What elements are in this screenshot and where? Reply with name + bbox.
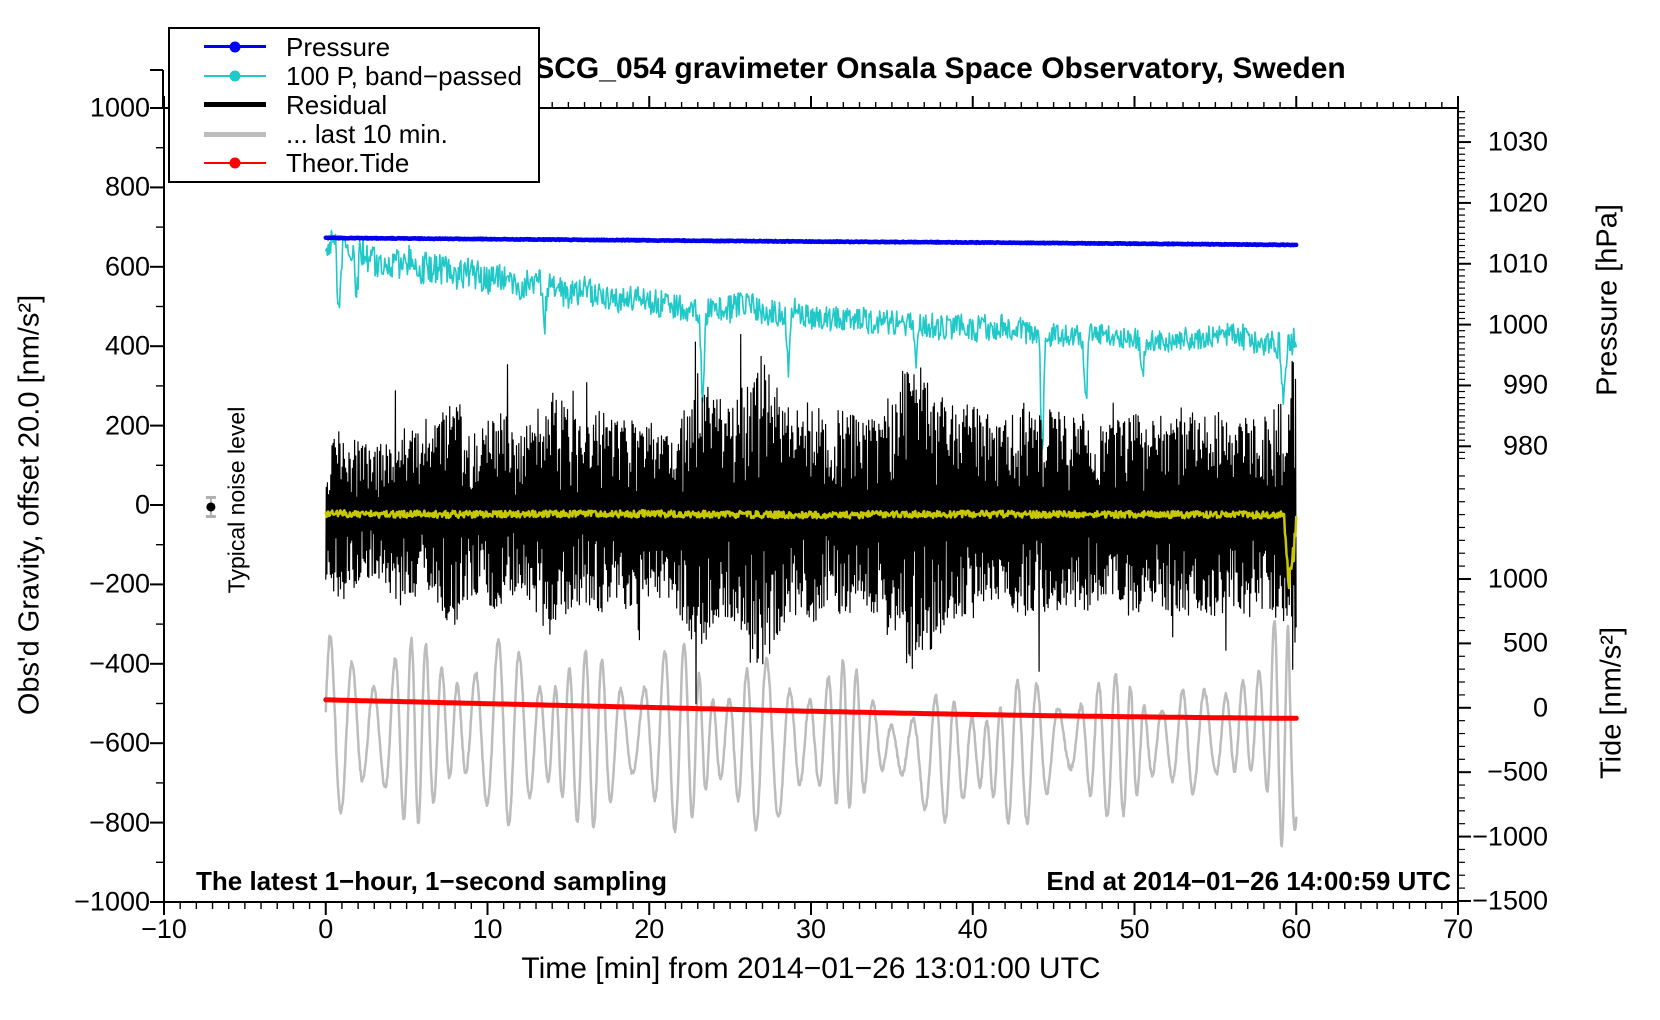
- pressure-tick-label: 1030: [1487, 126, 1548, 157]
- tide-tick-label: 0: [1532, 692, 1548, 723]
- legend-dot: [229, 157, 241, 169]
- series-theor_tide: [323, 697, 1299, 721]
- gravity-tick-label: −800: [89, 807, 150, 838]
- pressure-tick-label: 1000: [1487, 309, 1548, 340]
- gravity-tick-label: 200: [104, 410, 150, 441]
- x-tick-label: 50: [1119, 914, 1150, 944]
- x-tick-label: 30: [795, 914, 827, 944]
- gravity-tick-label: 800: [104, 171, 150, 202]
- legend-item-last10: ... last 10 min.: [170, 120, 538, 148]
- gravity-tick-label: 1000: [89, 92, 150, 123]
- x-tick-label: 70: [1442, 914, 1474, 944]
- legend-item-band-passed: 100 P, band−passed: [170, 62, 538, 90]
- noise-marker-dot: [206, 502, 216, 512]
- x-tick-label: −10: [141, 914, 187, 944]
- chart-title: SCG_054 gravimeter Onsala Space Observat…: [534, 52, 1346, 85]
- gravity-tick-label: 400: [104, 330, 150, 361]
- gravity-tick-label: −200: [89, 568, 150, 599]
- x-axis-title: Time [min] from 2014−01−26 13:01:00 UTC: [521, 952, 1101, 985]
- tide-tick-label: 1000: [1487, 563, 1548, 594]
- pressure-tick-label: 1010: [1487, 248, 1548, 279]
- gravity-tick-label: −600: [89, 727, 150, 758]
- legend-line-sample: [204, 102, 266, 108]
- tide-tick-label: −1000: [1472, 821, 1548, 852]
- tide-axis-title: Tide [nm/s²]: [1595, 626, 1628, 780]
- end-time-annotation: End at 2014−01−26 14:00:59 UTC: [1046, 866, 1451, 896]
- series-band_passed: [325, 229, 1297, 451]
- left-axis-title: Obs'd Gravity, offset 20.0 [nm/s²]: [13, 294, 46, 716]
- x-tick-label: 0: [318, 914, 334, 944]
- pressure-tick-label: 1020: [1487, 187, 1548, 218]
- legend-line-sample: [204, 131, 266, 137]
- legend-item-label: Residual: [286, 89, 388, 120]
- gravity-tick-label: 600: [104, 251, 150, 282]
- pressure-tick-label: 980: [1502, 430, 1548, 461]
- legend-dot: [229, 70, 241, 82]
- gravity-tick-label: 0: [134, 489, 150, 520]
- legend-item-residual: Residual: [170, 91, 538, 119]
- legend-line-sample: [204, 157, 266, 169]
- typical-noise-annotation: Typical noise level: [223, 406, 250, 594]
- pressure-axis-title: Pressure [hPa]: [1591, 204, 1624, 396]
- x-tick-label: 40: [957, 914, 988, 944]
- legend-dot: [229, 41, 241, 53]
- series-residual_last10: [324, 620, 1298, 848]
- series-pressure: [323, 235, 1299, 248]
- gravity-tick-label: −1000: [74, 886, 150, 917]
- legend-line-sample: [204, 70, 266, 82]
- x-tick-label: 20: [634, 914, 665, 944]
- legend-item-theor-tide: Theor.Tide: [170, 149, 538, 177]
- legend-line-sample: [204, 41, 266, 53]
- legend-item-label: Theor.Tide: [286, 148, 410, 179]
- tide-tick-label: −500: [1487, 756, 1548, 787]
- x-tick-label: 10: [472, 914, 503, 944]
- legend-item-label: 100 P, band−passed: [286, 60, 522, 91]
- series-residual_filtered: [324, 508, 1298, 590]
- tide-tick-label: 500: [1502, 627, 1548, 658]
- legend-box: Pressure 100 P, band−passed Residual ...…: [168, 27, 540, 183]
- sampling-annotation: The latest 1−hour, 1−second sampling: [196, 866, 668, 896]
- legend-item-pressure: Pressure: [170, 33, 538, 61]
- legend-item-label: Pressure: [286, 31, 391, 62]
- series-residual: [325, 333, 1297, 705]
- x-tick-label: 60: [1281, 914, 1312, 944]
- gravity-tick-label: −400: [89, 648, 150, 679]
- legend-item-label: ... last 10 min.: [286, 119, 448, 150]
- pressure-tick-label: 990: [1502, 369, 1548, 400]
- tide-tick-label: −1500: [1472, 885, 1548, 916]
